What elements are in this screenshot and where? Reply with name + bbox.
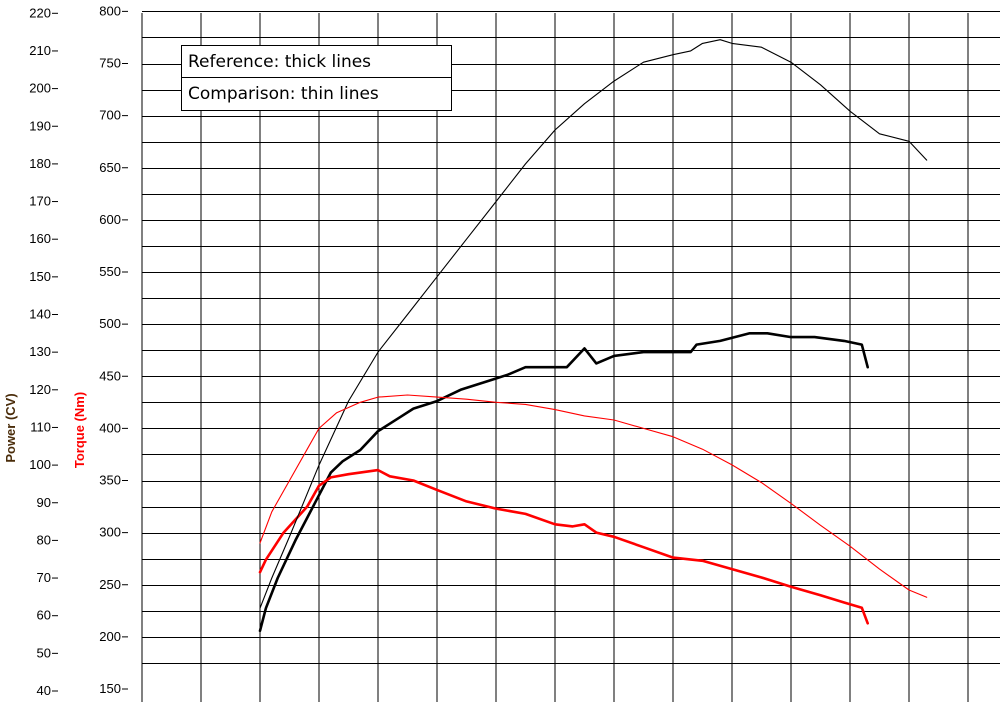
power-tick-label: 120 — [29, 382, 51, 397]
torque-axis-title: Torque (Nm) — [72, 392, 87, 468]
power-tick-label: 180 — [29, 156, 51, 171]
torque-tick-label: 750 — [99, 56, 121, 71]
torque-tick-label: 800 — [99, 3, 121, 18]
legend-entry-comparison: Comparison: thin lines — [188, 84, 379, 104]
torque-tick-label: 200 — [99, 629, 121, 644]
comparison-power-line — [259, 39, 928, 609]
power-axis: 40 50 60 70 80 90 100 110 120 130 140 150 160 170 180 1… — [29, 5, 58, 698]
power-axis-title: Power (CV) — [3, 393, 18, 462]
power-tick-label: 50 — [37, 645, 51, 660]
power-tick-label: 220 — [29, 5, 51, 20]
power-tick-label: 170 — [29, 194, 51, 209]
power-tick-label: 70 — [37, 570, 51, 585]
legend: Reference: thick lines Comparison: thin … — [181, 45, 452, 111]
power-tick-label: 190 — [29, 118, 51, 133]
series-layer — [258, 39, 928, 633]
power-tick-label: 100 — [29, 457, 51, 472]
power-tick-label: 200 — [29, 81, 51, 96]
torque-tick-label: 250 — [99, 577, 121, 592]
torque-tick-label: 550 — [99, 264, 121, 279]
power-tick-label: 130 — [29, 344, 51, 359]
torque-tick-label: 150 — [99, 681, 121, 696]
reference-power-line — [258, 332, 869, 633]
power-tick-label: 90 — [37, 495, 51, 510]
power-tick-label: 140 — [29, 307, 51, 322]
chart-grid — [141, 11, 1000, 702]
power-tick-label: 60 — [37, 608, 51, 623]
torque-tick-label: 700 — [99, 108, 121, 123]
torque-axis: 150 200 250 300 350 400 450 500 550 600 650 700 750 8… — [99, 3, 128, 696]
torque-tick-label: 400 — [99, 420, 121, 435]
torque-tick-label: 300 — [99, 525, 121, 540]
torque-tick-label: 650 — [99, 160, 121, 175]
comparison-torque-line — [259, 394, 928, 598]
power-tick-label: 160 — [29, 231, 51, 246]
torque-tick-label: 450 — [99, 368, 121, 383]
legend-entry-reference: Reference: thick lines — [182, 46, 451, 78]
power-tick-label: 150 — [29, 269, 51, 284]
power-tick-label: 40 — [37, 683, 51, 698]
power-tick-label: 110 — [30, 419, 51, 434]
power-tick-label: 210 — [29, 43, 51, 58]
torque-tick-label: 600 — [99, 212, 121, 227]
reference-torque-line — [258, 468, 869, 625]
torque-tick-label: 500 — [99, 316, 121, 331]
power-tick-label: 80 — [37, 532, 51, 547]
torque-tick-label: 350 — [99, 473, 121, 488]
